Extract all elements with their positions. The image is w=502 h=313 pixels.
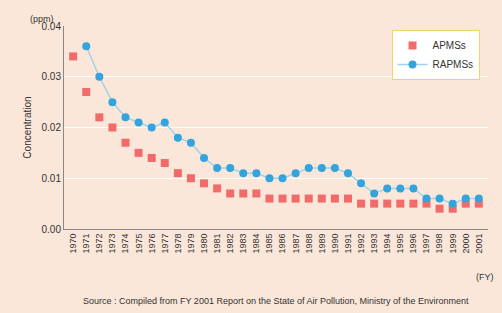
svg-text:1982: 1982 — [225, 234, 235, 254]
svg-text:1979: 1979 — [186, 234, 196, 254]
svg-text:1996: 1996 — [408, 234, 418, 254]
svg-text:1973: 1973 — [107, 234, 117, 254]
svg-text:0.03: 0.03 — [42, 71, 62, 82]
svg-text:0.04: 0.04 — [42, 21, 62, 32]
svg-text:Concentration: Concentration — [22, 96, 33, 158]
svg-text:0.02: 0.02 — [42, 122, 62, 133]
svg-text:1988: 1988 — [304, 234, 314, 254]
svg-text:1974: 1974 — [120, 234, 130, 254]
svg-text:(FY): (FY) — [476, 272, 494, 282]
svg-text:1983: 1983 — [238, 234, 248, 254]
svg-text:1989: 1989 — [317, 234, 327, 254]
svg-text:1985: 1985 — [264, 234, 274, 254]
svg-text:0.00: 0.00 — [42, 224, 62, 235]
svg-text:(ppm): (ppm) — [30, 14, 54, 24]
svg-text:1971: 1971 — [81, 234, 91, 254]
svg-text:1972: 1972 — [94, 234, 104, 254]
svg-text:1991: 1991 — [343, 234, 353, 254]
svg-text:RAPMSs: RAPMSs — [433, 59, 474, 70]
svg-text:2001: 2001 — [474, 234, 484, 254]
svg-text:1986: 1986 — [277, 234, 287, 254]
svg-text:1993: 1993 — [369, 234, 379, 254]
svg-text:1980: 1980 — [199, 234, 209, 254]
svg-text:1998: 1998 — [435, 234, 445, 254]
svg-text:1994: 1994 — [382, 234, 392, 254]
svg-text:1976: 1976 — [147, 234, 157, 254]
svg-text:2000: 2000 — [461, 234, 471, 254]
svg-text:1975: 1975 — [134, 234, 144, 254]
svg-text:1978: 1978 — [173, 234, 183, 254]
svg-text:1977: 1977 — [160, 234, 170, 254]
svg-text:1981: 1981 — [212, 234, 222, 254]
svg-text:1987: 1987 — [291, 234, 301, 254]
svg-text:1999: 1999 — [448, 234, 458, 254]
svg-text:APMSs: APMSs — [433, 40, 466, 51]
svg-text:1995: 1995 — [395, 234, 405, 254]
svg-text:1970: 1970 — [68, 234, 78, 254]
svg-text:1997: 1997 — [421, 234, 431, 254]
svg-text:1990: 1990 — [330, 234, 340, 254]
svg-text:Source : Compiled from FY 2001: Source : Compiled from FY 2001 Report on… — [83, 296, 469, 306]
svg-text:1984: 1984 — [251, 234, 261, 254]
svg-text:1992: 1992 — [356, 234, 366, 254]
svg-text:0.01: 0.01 — [42, 173, 62, 184]
